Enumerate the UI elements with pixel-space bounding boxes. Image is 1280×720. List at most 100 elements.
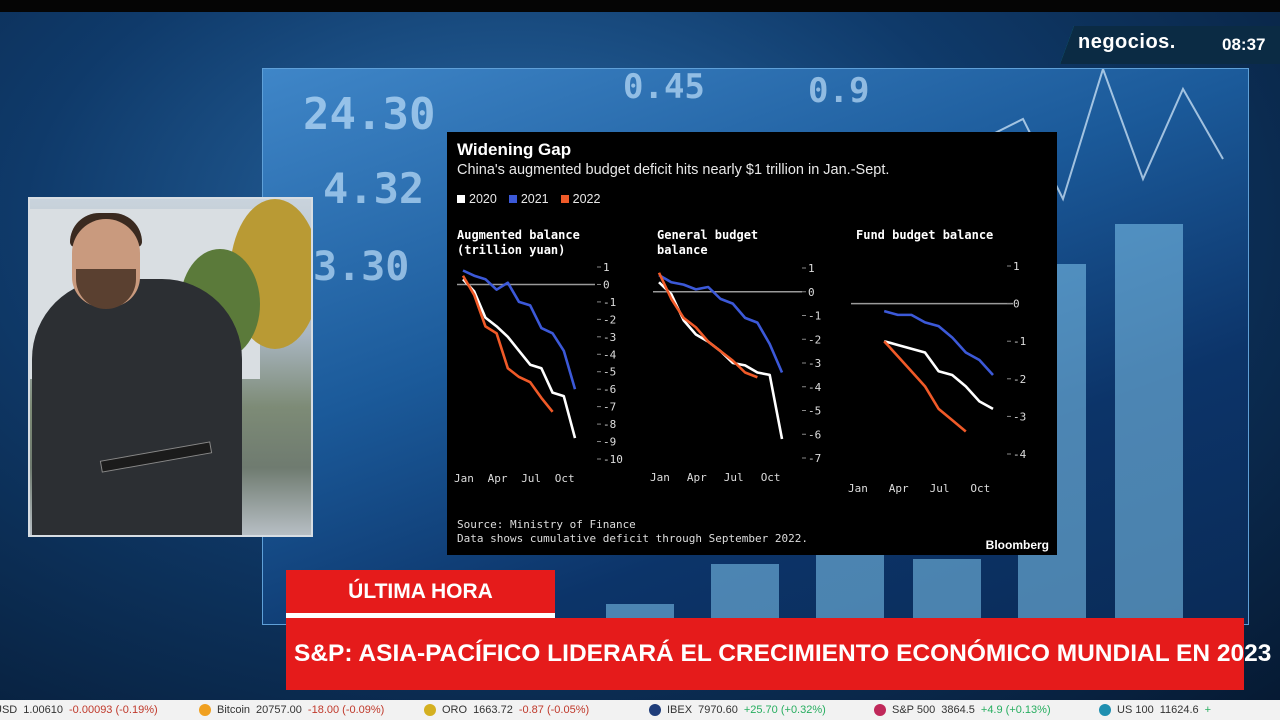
- x-tick-label: Apr: [687, 471, 707, 484]
- y-tick-label: -9: [603, 436, 616, 449]
- x-tick-label: Jan: [454, 472, 474, 485]
- x-tick-label: Jul: [521, 472, 541, 485]
- ticker-icon: [874, 704, 886, 716]
- channel-logo: negocios.: [1078, 31, 1176, 53]
- chart-source: Source: Ministry of Finance Data shows c…: [457, 518, 808, 546]
- x-tick-label: Oct: [970, 482, 990, 495]
- background-number: 0.45: [623, 68, 705, 107]
- y-tick-label: 1: [603, 261, 610, 274]
- ticker-value: 7970.60: [698, 704, 738, 716]
- series-line-2020: [462, 278, 577, 439]
- legend-item: 2021: [508, 192, 549, 206]
- chart-subtitle: China's augmented budget deficit hits ne…: [457, 162, 890, 178]
- x-tick-label: Apr: [889, 482, 909, 495]
- y-tick-label: -5: [603, 366, 616, 379]
- legend-label: 2022: [572, 192, 601, 206]
- y-tick-label: -1: [808, 310, 821, 323]
- series-line-2022: [883, 340, 967, 433]
- y-tick-label: -8: [603, 418, 616, 431]
- y-tick-label: 0: [808, 286, 815, 299]
- y-tick-label: -2: [1013, 373, 1026, 386]
- x-tick-label: Jan: [848, 482, 868, 495]
- series-line-2021: [883, 309, 994, 376]
- y-tick-label: -1: [1013, 335, 1026, 348]
- legend-swatch: [560, 195, 569, 203]
- ticker-name: ORO: [442, 704, 468, 716]
- top-letterbox: [0, 0, 1280, 12]
- y-tick-label: -4: [1013, 448, 1027, 461]
- headline-bar: S&P: ASIA-PACÍFICO LIDERARÁ EL CRECIMIEN…: [286, 618, 1271, 690]
- x-tick-label: Jul: [930, 482, 950, 495]
- x-tick-label: Jul: [724, 471, 744, 484]
- y-tick-label: -7: [603, 401, 616, 414]
- legend-swatch: [457, 195, 465, 203]
- ticker-icon: [199, 704, 211, 716]
- panel-title: General budget balance: [657, 228, 759, 257]
- ticker-icon: [1099, 704, 1111, 716]
- decor-bar: [816, 554, 884, 624]
- decor-line: [962, 69, 1224, 202]
- ticker-change: -18.00 (-0.09%): [307, 704, 385, 716]
- ticker-value: 1.00610: [23, 704, 63, 716]
- y-tick-label: -6: [808, 428, 821, 441]
- y-tick-label: -4: [603, 348, 617, 361]
- background-number: 0.9: [808, 71, 870, 111]
- y-tick-label: 0: [1013, 298, 1020, 311]
- breaking-news-tab: ÚLTIMA HORA: [286, 570, 555, 618]
- chart-legend: 2020 2021 2022: [457, 192, 600, 206]
- reporter-video: [28, 197, 313, 537]
- note-line: Data shows cumulative deficit through Se…: [457, 532, 808, 545]
- background-number: 24.30: [303, 89, 436, 140]
- chart-panel: Widening Gap China's augmented budget de…: [447, 132, 1057, 555]
- legend-label: 2020: [469, 192, 497, 206]
- x-tick-label: Jan: [650, 471, 670, 484]
- legend-item: 2020: [457, 192, 497, 206]
- y-tick-label: -10: [603, 453, 623, 466]
- ticker-name: US 100: [1117, 704, 1154, 716]
- decor-bar: [913, 559, 981, 624]
- y-tick-label: 0: [603, 278, 610, 291]
- x-tick-label: Apr: [488, 472, 508, 485]
- series-line-2021: [658, 274, 784, 374]
- ticker-name: Bitcoin: [217, 704, 251, 716]
- decor-bar: [711, 564, 779, 624]
- ticker-item: S&P 500 3864.5 +4.9 (+0.13%): [874, 704, 1051, 716]
- ticker-icon: [424, 704, 436, 716]
- ticker-change: +4.9 (+0.13%): [980, 704, 1051, 716]
- ticker-change: +: [1204, 704, 1212, 716]
- decor-bar: [1115, 224, 1183, 624]
- y-tick-label: -5: [808, 405, 821, 418]
- x-tick-label: Oct: [555, 472, 575, 485]
- bloomberg-logo: Bloomberg: [985, 538, 1049, 552]
- y-tick-label: -4: [808, 381, 822, 394]
- reporter-body: [32, 279, 242, 535]
- y-tick-label: 1: [1013, 260, 1020, 273]
- x-tick-label: Oct: [761, 471, 781, 484]
- breaking-label: ÚLTIMA HORA: [348, 580, 493, 603]
- ticker-item: ORO 1663.72 -0.87 (-0.05%): [424, 704, 589, 716]
- series-line-2021: [462, 269, 577, 390]
- ticker-value: 20757.00: [256, 704, 302, 716]
- panel-title: Augmented balance (trillion yuan): [457, 228, 580, 257]
- series-line-2020: [883, 339, 994, 411]
- ticker-item: Bitcoin 20757.00 -18.00 (-0.09%): [199, 704, 384, 716]
- y-tick-label: -2: [808, 333, 821, 346]
- ticker-item: US 100 11624.6 +: [1099, 704, 1211, 716]
- legend-swatch: [508, 195, 517, 203]
- y-tick-label: -6: [603, 383, 616, 396]
- y-tick-label: -3: [808, 357, 821, 370]
- ticker-value: 1663.72: [473, 704, 513, 716]
- ticker-icon: [649, 704, 661, 716]
- ticker-value: 3864.5: [941, 704, 975, 716]
- y-tick-label: -1: [603, 296, 616, 309]
- series-line-2022: [657, 272, 758, 379]
- channel-logo-bar: [1060, 26, 1280, 64]
- y-tick-label: -7: [808, 452, 821, 465]
- ticker-change: -0.00093 (-0.19%): [69, 704, 158, 716]
- ticker-item: USD 1.00610 -0.00093 (-0.19%): [0, 704, 158, 716]
- background-number: 3.30: [313, 244, 410, 290]
- ticker-item: IBEX 7970.60 +25.70 (+0.32%): [649, 704, 826, 716]
- ticker-name: IBEX: [667, 704, 693, 716]
- series-line-2020: [658, 281, 784, 440]
